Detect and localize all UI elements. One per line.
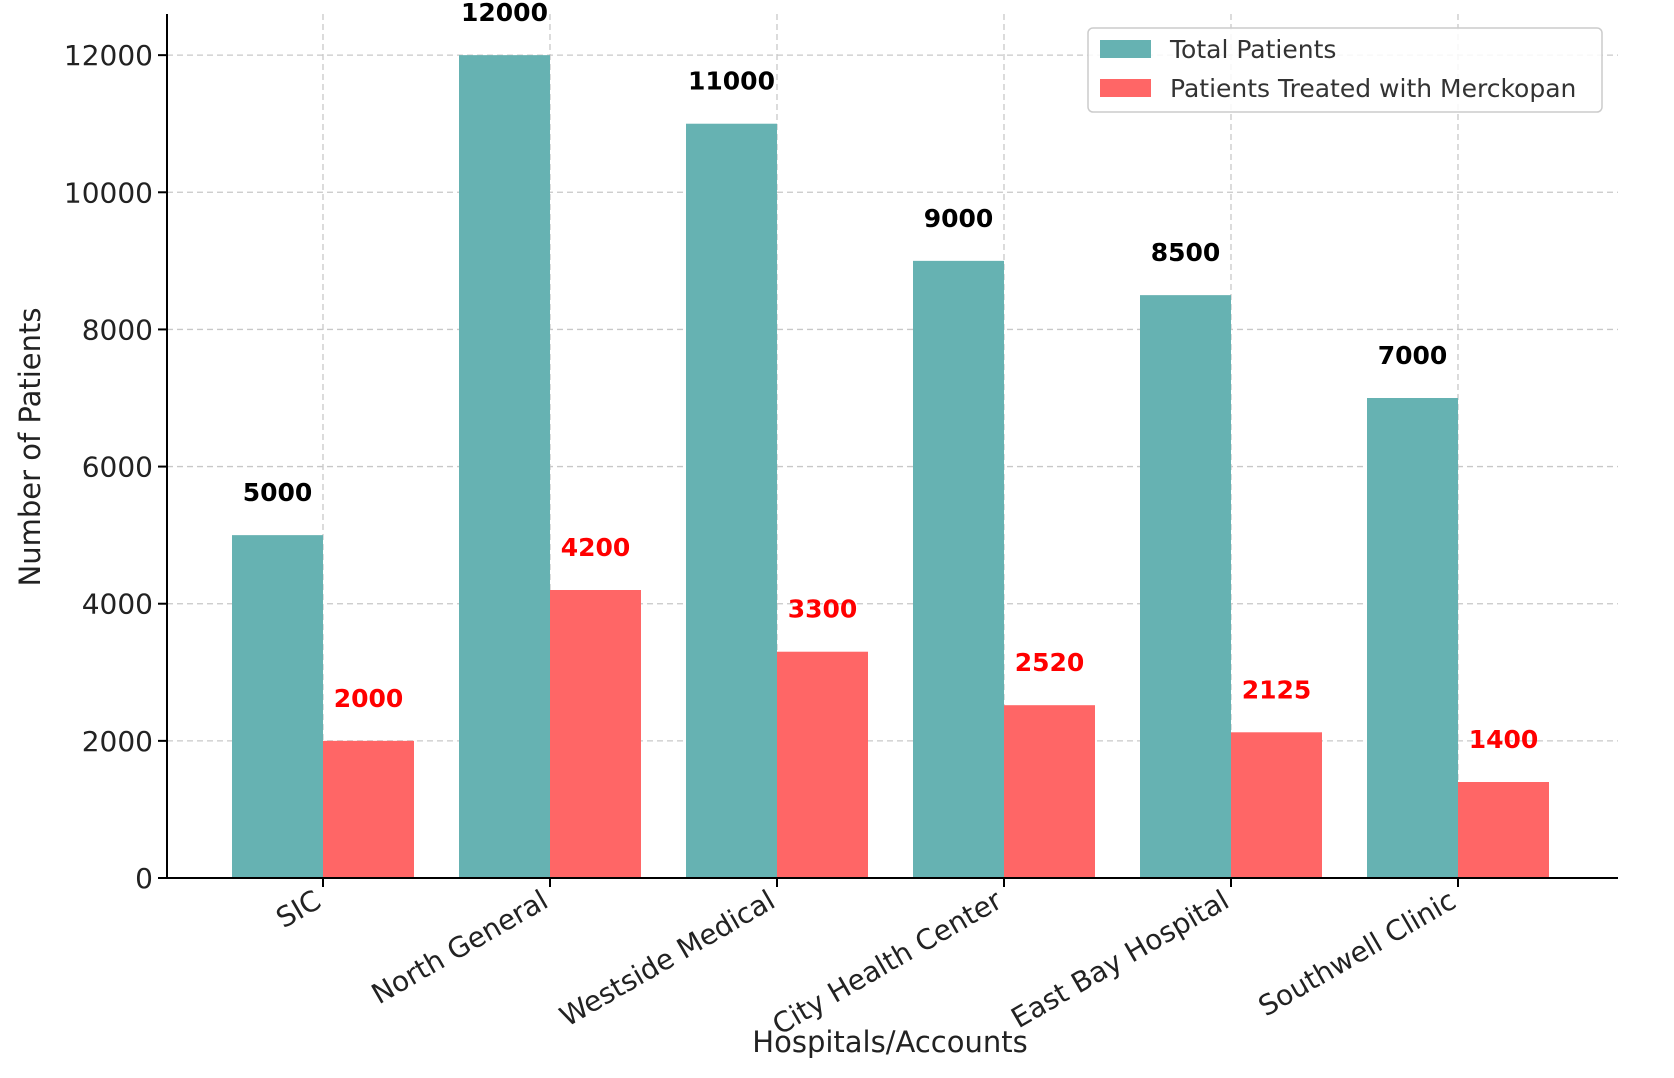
y-tick-label-2: 4000 <box>82 588 153 621</box>
legend-box <box>1087 27 1603 113</box>
bar-total-3 <box>913 260 1004 878</box>
y-tick-label-5: 10000 <box>64 176 153 209</box>
data-label-total-5: 7000 <box>1378 341 1448 370</box>
bar-treated-1 <box>550 590 641 878</box>
x-axis-title: Hospitals/Accounts <box>752 1025 1027 1059</box>
bars <box>232 55 1549 879</box>
bar-treated-5 <box>1458 782 1549 878</box>
y-ticks: 0 2000 4000 6000 8000 10000 12000 <box>64 39 167 895</box>
data-label-total-1: 12000 <box>461 0 548 27</box>
x-tick-label-4: East Bay Hospital <box>1005 883 1234 1034</box>
data-label-treated-3: 2520 <box>1015 648 1085 677</box>
x-tick-label-5: Southwell Clinic <box>1253 883 1462 1023</box>
legend-label-0: Total Patients <box>1169 35 1336 64</box>
x-tick-label-0: SIC <box>271 883 327 934</box>
data-label-total-2: 11000 <box>688 67 775 96</box>
bar-total-1 <box>459 55 550 878</box>
y-tick-label-4: 8000 <box>82 313 153 346</box>
y-tick-label-3: 6000 <box>82 451 153 484</box>
axes <box>166 14 1618 879</box>
y-tick-label-1: 2000 <box>82 725 153 758</box>
data-label-total-4: 8500 <box>1151 238 1221 267</box>
data-labels: 5000 12000 11000 9000 8500 7000 2000 4200 3300 25… <box>243 0 1539 754</box>
bar-treated-0 <box>323 740 414 878</box>
bar-total-0 <box>232 535 323 878</box>
legend-swatch-0 <box>1100 40 1151 58</box>
x-tick-label-1: North General <box>366 883 554 1010</box>
bar-treated-2 <box>777 651 868 878</box>
data-label-treated-2: 3300 <box>788 595 858 624</box>
x-tick-label-3: City Health Center <box>767 883 1008 1041</box>
y-tick-label-6: 12000 <box>64 39 153 72</box>
y-tick-label-0: 0 <box>135 862 153 895</box>
legend-label-1: Patients Treated with Merckopan <box>1170 74 1576 103</box>
legend-swatch-1 <box>1100 79 1151 97</box>
data-label-total-0: 5000 <box>243 478 313 507</box>
bar-treated-4 <box>1231 732 1322 878</box>
data-label-treated-0: 2000 <box>334 684 404 713</box>
data-label-treated-5: 1400 <box>1469 725 1539 754</box>
x-tick-label-2: Westside Medical <box>554 883 780 1033</box>
bar-total-4 <box>1140 295 1231 879</box>
legend: Total Patients Patients Treated with Merc… <box>1087 27 1603 113</box>
data-label-treated-4: 2125 <box>1242 675 1312 704</box>
data-label-total-3: 9000 <box>924 204 994 233</box>
y-axis-title: Number of Patients <box>13 308 47 587</box>
bar-total-2 <box>686 123 777 878</box>
data-label-treated-1: 4200 <box>561 533 631 562</box>
bar-treated-3 <box>1004 705 1095 878</box>
bar-total-5 <box>1367 398 1458 878</box>
